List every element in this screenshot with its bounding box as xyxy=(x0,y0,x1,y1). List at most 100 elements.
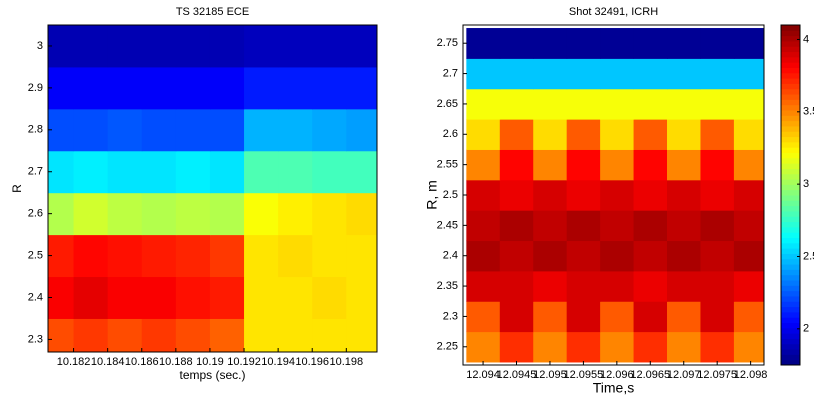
colorbar-step xyxy=(781,248,800,254)
cell xyxy=(73,276,109,319)
colorbar-step xyxy=(781,258,800,265)
cell xyxy=(175,192,211,236)
colorbar-step xyxy=(781,157,800,164)
y-tick-label: 2.65 xyxy=(437,98,458,110)
cell xyxy=(499,28,534,59)
colorbar-tick-label: 2.5 xyxy=(803,250,814,262)
colorbar-step xyxy=(781,226,800,233)
colorbar-step xyxy=(781,205,800,212)
cell xyxy=(209,25,245,68)
y-tick-label: 2.4 xyxy=(443,250,458,262)
colorbar-step xyxy=(781,120,800,127)
cell xyxy=(533,149,568,181)
cell xyxy=(141,234,177,278)
cell xyxy=(466,210,501,242)
cell xyxy=(499,301,534,333)
cell xyxy=(244,192,279,236)
cell xyxy=(209,108,245,152)
colorbar-step xyxy=(781,216,800,223)
cell xyxy=(600,149,635,181)
cell xyxy=(667,58,701,90)
colorbar-step xyxy=(781,349,800,355)
cell xyxy=(600,58,635,90)
cell xyxy=(346,276,377,319)
cell xyxy=(533,179,568,211)
cell xyxy=(566,179,601,211)
cell xyxy=(600,210,635,242)
cell xyxy=(209,234,245,278)
y-tick-label: 2.25 xyxy=(437,341,458,353)
cell xyxy=(700,58,735,90)
colorbar-step xyxy=(781,30,800,37)
cell xyxy=(48,318,75,352)
cell xyxy=(278,276,313,319)
cell xyxy=(466,270,501,302)
y-tick-label: 2.5 xyxy=(28,249,43,261)
cell xyxy=(499,240,534,272)
y-tick-label: 2.3 xyxy=(443,310,458,322)
cell xyxy=(312,66,347,110)
colorbar-step xyxy=(781,83,800,90)
cell xyxy=(466,28,501,59)
cell xyxy=(48,66,75,110)
x-tick-label: 12.0945 xyxy=(497,369,537,381)
cell xyxy=(533,301,568,333)
colorbar-step xyxy=(781,25,800,31)
cell xyxy=(566,58,601,90)
cell xyxy=(700,149,735,181)
colorbar-step xyxy=(781,280,800,286)
colorbar-step xyxy=(781,168,800,175)
cell xyxy=(346,66,377,110)
colorbar-step xyxy=(781,195,800,201)
cell xyxy=(48,150,75,194)
colorbar-step xyxy=(781,269,800,276)
colorbar-step xyxy=(781,327,800,334)
cell xyxy=(73,234,109,278)
cell xyxy=(48,25,75,68)
cell xyxy=(633,210,668,242)
heatmap-cells xyxy=(48,25,377,352)
cell xyxy=(700,119,735,150)
cell xyxy=(209,276,245,319)
cell xyxy=(209,66,245,110)
cell xyxy=(312,192,347,236)
cell xyxy=(107,234,143,278)
colorbar-step xyxy=(781,163,800,169)
colorbar-step xyxy=(781,322,800,329)
cell xyxy=(733,28,764,59)
cell xyxy=(633,240,668,272)
cell xyxy=(600,240,635,272)
cell xyxy=(600,301,635,333)
cell xyxy=(244,234,279,278)
cell xyxy=(73,318,109,352)
cell xyxy=(566,270,601,302)
plot-frame xyxy=(47,24,378,353)
cell xyxy=(733,270,764,302)
cell xyxy=(107,25,143,68)
cell xyxy=(278,318,313,352)
cell xyxy=(312,234,347,278)
cell xyxy=(312,276,347,319)
cell xyxy=(278,108,313,152)
cell xyxy=(175,25,211,68)
cell xyxy=(141,66,177,110)
colorbar-step xyxy=(781,232,800,238)
cell xyxy=(700,301,735,333)
cell xyxy=(566,240,601,272)
x-tick-label: 10.194 xyxy=(261,356,295,368)
cell xyxy=(633,119,668,150)
cell xyxy=(667,119,701,150)
cell xyxy=(312,318,347,352)
x-tick-label: 12.096 xyxy=(600,369,634,381)
cell xyxy=(209,318,245,352)
cell xyxy=(346,150,377,194)
cell xyxy=(566,28,601,59)
colorbar-step xyxy=(781,40,800,47)
y-tick-label: 2.3 xyxy=(28,333,43,345)
cell xyxy=(244,150,279,194)
cell xyxy=(667,331,701,363)
colorbar-step xyxy=(781,110,800,116)
cell xyxy=(209,192,245,236)
colorbar-step xyxy=(781,354,800,361)
